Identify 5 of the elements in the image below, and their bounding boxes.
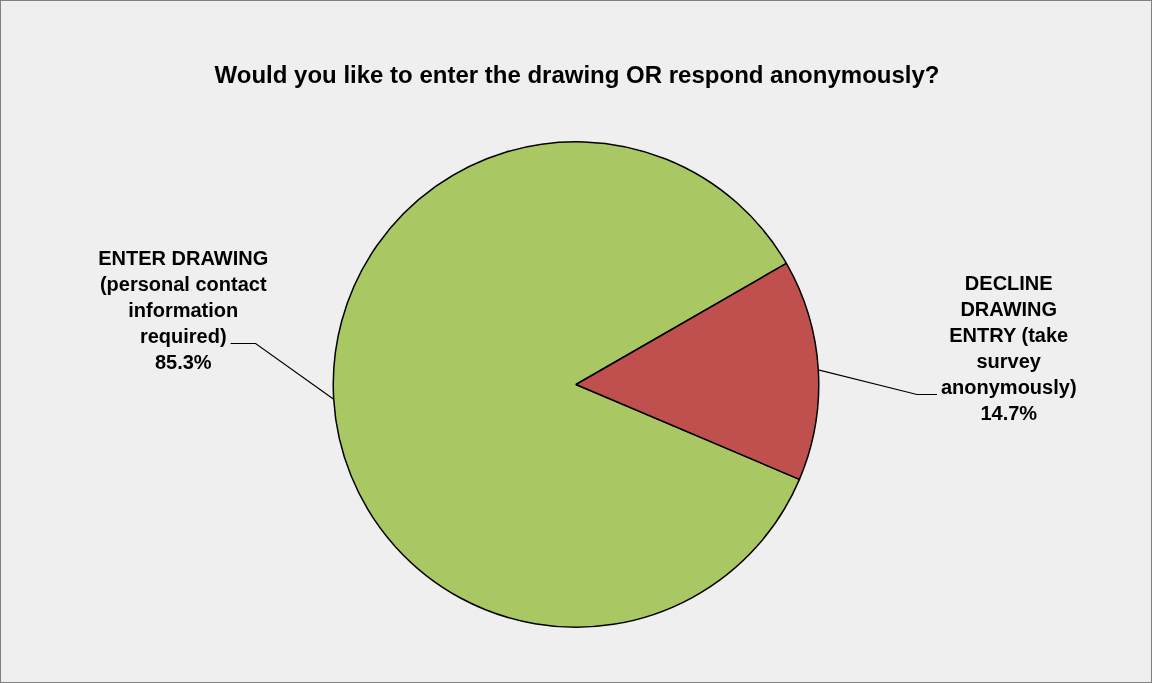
slice-label: ENTER DRAWING (personal contact information required) xyxy=(98,247,269,348)
chart-title: Would you like to enter the drawing OR respond anonymously? xyxy=(214,60,940,88)
data-label: 85.3% xyxy=(154,351,212,374)
data-label: 14.7% xyxy=(980,402,1038,425)
slice-label: DECLINE DRAWING ENTRY (take survey anonymously) xyxy=(940,272,1077,399)
